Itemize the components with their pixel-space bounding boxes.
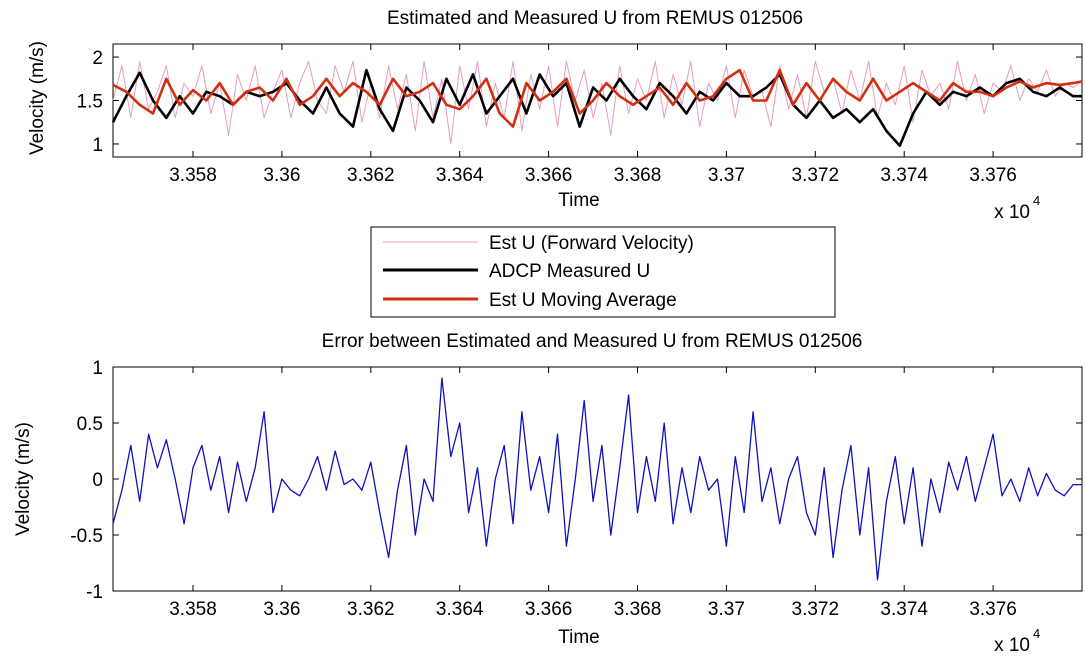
chart-2-x-multiplier-exp: 4 (1033, 626, 1040, 641)
chart-2-ylabel: Velocity (m/s) (13, 422, 34, 536)
chart-2-y-tick-label: 1 (92, 358, 103, 379)
chart-1-x-multiplier-exp: 4 (1033, 193, 1040, 208)
chart-1-series-line-2 (111, 68, 1082, 147)
chart-1: Estimated and Measured U from REMUS 0125… (27, 8, 1083, 223)
chart-1-series-line-3 (112, 68, 1083, 128)
chart-1-y-tick-label: 2 (92, 48, 103, 69)
chart-1-x-tick-label: 3.364 (436, 165, 484, 186)
chart-1-series-group (111, 60, 1083, 147)
chart-1-y-tick-label: 1.5 (77, 92, 103, 113)
chart-1-y-tick-label: 1 (92, 135, 103, 156)
chart-2-x-tick-label: 3.358 (169, 599, 217, 620)
legend: Est U (Forward Velocity) ADCP Measured U… (370, 226, 836, 318)
chart-2-axes-box (112, 366, 1083, 592)
chart-2-x-tick-label: 3.37 (708, 599, 745, 620)
chart-1-x-multiplier: x 10 4 (994, 193, 1040, 223)
chart-2-y-tick-label: 0 (92, 470, 103, 491)
chart-2-x-tick-label: 3.366 (525, 599, 573, 620)
chart-1-title: Estimated and Measured U from REMUS 0125… (387, 8, 803, 29)
chart-2-x-multiplier-base: x 10 (994, 635, 1030, 656)
chart-1-x-tick-label: 3.368 (614, 165, 662, 186)
chart-1-x-tick-label: 3.362 (347, 165, 395, 186)
chart-1-ylabel: Velocity (m/s) (27, 41, 48, 155)
chart-2-y-tick-label: -1 (86, 582, 103, 603)
chart-2-x-tick-label: 3.364 (436, 599, 484, 620)
chart-1-x-multiplier-base: x 10 (994, 202, 1030, 223)
chart-2-x-ticks: 3.358 3.36 3.362 3.364 3.366 3.368 3.37 3.372 3.… (169, 367, 1017, 620)
chart-2-x-tick-label: 3.374 (880, 599, 928, 620)
chart-2-x-tick-label: 3.36 (263, 599, 300, 620)
chart-1-xlabel: Time (558, 190, 600, 211)
chart-2-x-tick-label: 3.368 (614, 599, 662, 620)
chart-2-x-tick-label: 3.376 (969, 599, 1017, 620)
chart-2-title: Error between Estimated and Measured U f… (322, 331, 863, 352)
chart-2-x-multiplier: x 10 4 (994, 626, 1040, 656)
legend-label-moving-average: Est U Moving Average (489, 290, 677, 311)
chart-1-x-ticks: 3.358 3.36 3.362 3.364 3.366 3.368 3.37 3.372 3.… (169, 44, 1017, 186)
chart-2-y-tick-label: 0.5 (77, 414, 103, 435)
chart-1-x-tick-label: 3.37 (708, 165, 745, 186)
chart-1-x-tick-label: 3.372 (792, 165, 840, 186)
chart-1-x-tick-label: 3.374 (880, 165, 928, 186)
chart-2-x-tick-label: 3.372 (792, 599, 840, 620)
chart-1-x-tick-label: 3.366 (525, 165, 573, 186)
chart-1-y-ticks: 11.52 (77, 48, 1082, 156)
legend-label-est-u: Est U (Forward Velocity) (489, 233, 694, 254)
chart-1-x-tick-label: 3.36 (263, 165, 300, 186)
chart-1-x-tick-label: 3.358 (169, 165, 217, 186)
chart-2-y-tick-label: -0.5 (70, 526, 103, 547)
chart-2-series-line-1 (112, 377, 1082, 581)
chart-1-x-tick-label: 3.376 (969, 165, 1017, 186)
chart-2: Error between Estimated and Measured U f… (13, 331, 1083, 656)
chart-2-series-group (112, 377, 1082, 581)
chart-2-y-ticks: -1 -0.5 0 0.5 1 (70, 358, 1082, 603)
chart-1-series-line-1 (112, 60, 1083, 145)
chart-2-xlabel: Time (558, 627, 600, 648)
chart-2-x-tick-label: 3.362 (347, 599, 395, 620)
legend-label-adcp: ADCP Measured U (489, 261, 650, 282)
